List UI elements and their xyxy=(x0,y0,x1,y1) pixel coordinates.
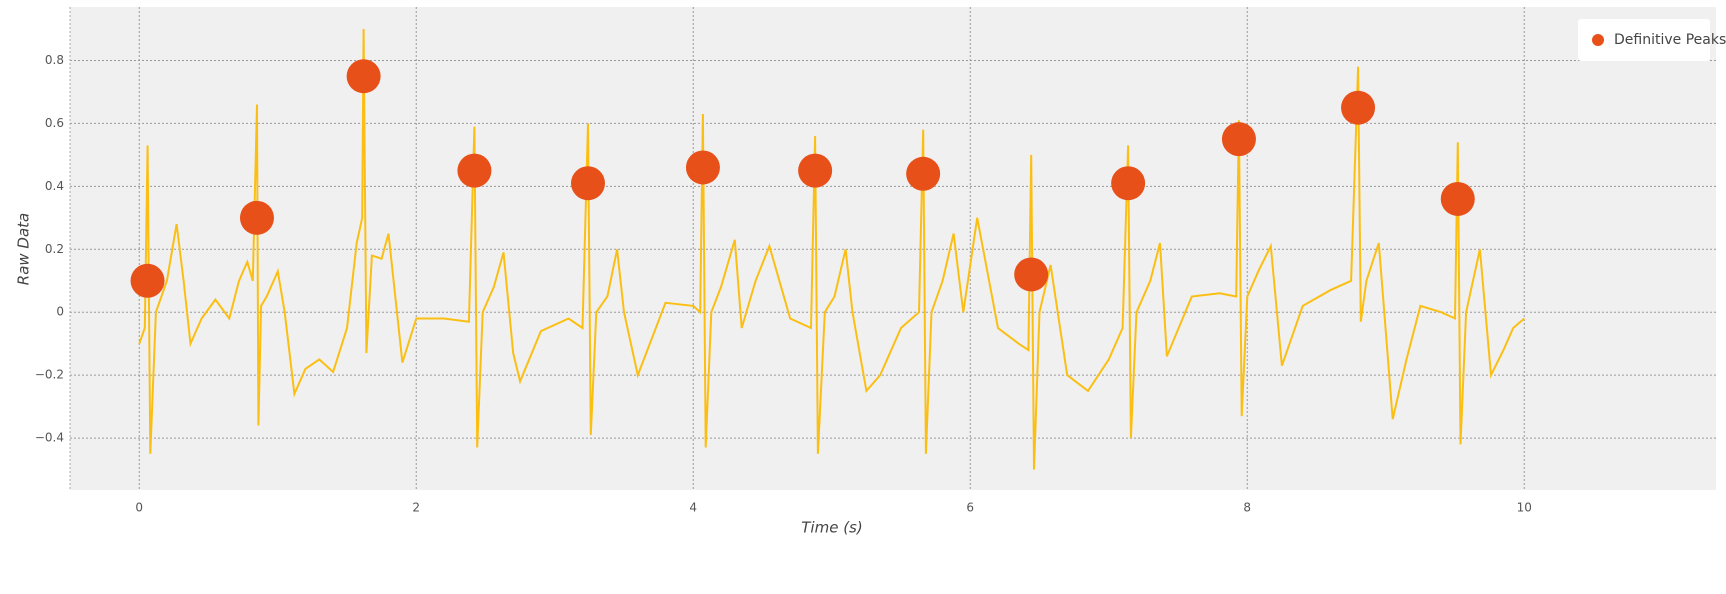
peak-marker xyxy=(906,156,941,191)
peak-marker xyxy=(1221,122,1256,157)
legend-box xyxy=(1578,19,1710,61)
y-tick-label: 0 xyxy=(56,305,64,319)
x-tick-label: 6 xyxy=(966,501,974,515)
y-tick-label: 0.8 xyxy=(45,53,64,67)
y-axis-label: Raw Data xyxy=(15,213,33,285)
peak-marker xyxy=(457,153,492,188)
legend-marker xyxy=(1592,34,1604,46)
peak-marker xyxy=(1014,257,1049,292)
legend-label: Definitive Peaks xyxy=(1614,32,1726,48)
peak-marker xyxy=(130,263,165,298)
peak-marker xyxy=(1440,181,1475,216)
y-tick-label: 0.6 xyxy=(45,116,64,130)
peak-marker xyxy=(346,59,381,94)
peak-marker xyxy=(1111,166,1146,201)
x-tick-label: 2 xyxy=(412,501,420,515)
signal-line xyxy=(138,28,1525,470)
peak-marker xyxy=(570,166,605,201)
x-tick-label: 8 xyxy=(1243,501,1251,515)
peak-marker xyxy=(1341,90,1376,125)
x-tick-label: 10 xyxy=(1517,501,1532,515)
x-tick-label: 4 xyxy=(689,501,697,515)
peak-marker xyxy=(239,200,274,235)
y-tick-label: 0.4 xyxy=(45,179,64,193)
x-tick-label: 0 xyxy=(135,501,143,515)
peak-marker xyxy=(685,150,720,185)
peak-marker xyxy=(798,153,833,188)
y-tick-label: −0.2 xyxy=(35,368,64,382)
y-tick-label: −0.4 xyxy=(35,431,64,445)
x-axis-label: Time (s) xyxy=(801,519,862,537)
y-tick-label: 0.2 xyxy=(45,242,64,256)
plot-area xyxy=(70,7,1716,490)
